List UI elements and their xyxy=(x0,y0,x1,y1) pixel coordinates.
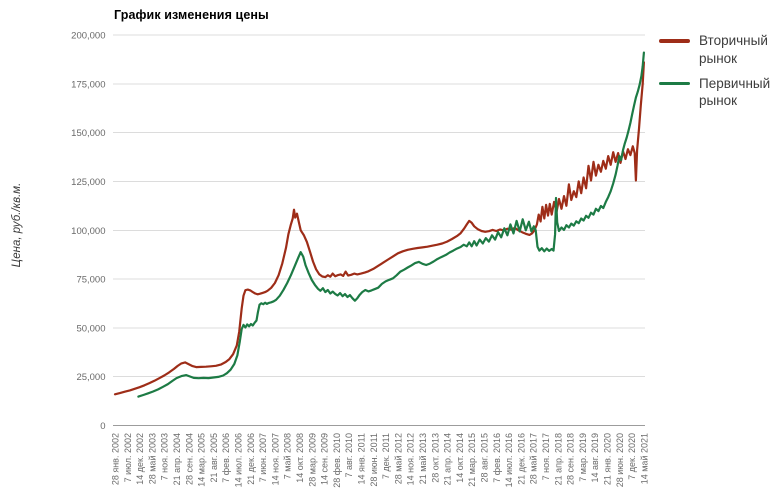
x-tick-label: 28 янв. 2002 xyxy=(111,433,121,485)
x-tick-label: 7 дек. 2011 xyxy=(381,433,391,479)
primary-market-line xyxy=(137,51,646,398)
x-tick-label: 21 апр. 2018 xyxy=(553,433,563,485)
y-tick-label: 150,000 xyxy=(71,128,105,139)
secondary-market-line xyxy=(113,61,646,396)
x-tick-label: 7 ноя. 2003 xyxy=(160,433,170,480)
x-tick-label: 7 фев. 2016 xyxy=(492,433,502,483)
x-tick-label: 7 мар. 2019 xyxy=(578,433,588,482)
x-tick-label: 14 мар. 2005 xyxy=(197,433,207,487)
y-tick-label: 125,000 xyxy=(71,177,105,188)
x-tick-label: 28 фев. 2010 xyxy=(332,433,342,488)
secondary-market-line-swatch xyxy=(659,39,690,43)
y-tick-label: 75,000 xyxy=(76,275,105,286)
legend-item-primary-market[interactable]: Первичный рынок xyxy=(659,75,780,111)
x-tick-label: 28 авг. 2015 xyxy=(480,433,490,483)
y-tick-label: 100,000 xyxy=(71,226,105,237)
x-tick-label: 7 авг. 2010 xyxy=(344,433,354,478)
x-tick-label: 14 дек. 2002 xyxy=(135,433,145,485)
x-tick-label: 21 апр. 2014 xyxy=(443,433,453,485)
x-tick-label: 28 май 2017 xyxy=(529,433,539,484)
x-tick-label: 21 дек. 2016 xyxy=(516,433,526,485)
x-tick-label: 21 дек. 2006 xyxy=(246,433,256,485)
x-tick-label: 28 окт. 2013 xyxy=(430,433,440,483)
x-tick-label: 14 ноя. 2012 xyxy=(406,433,416,485)
x-tick-label: 14 янв. 2011 xyxy=(357,433,367,485)
x-tick-label: 14 ноя. 2007 xyxy=(270,433,280,485)
x-tick-label: 21 май 2013 xyxy=(418,433,428,484)
y-tick-label: 200,000 xyxy=(71,31,105,42)
x-tick-label: 28 май 2003 xyxy=(147,433,157,484)
primary-market-line-swatch xyxy=(659,81,690,86)
x-tick-label: 28 мар. 2009 xyxy=(307,433,317,487)
y-axis-title: Цена, руб./кв.м. xyxy=(11,182,23,268)
y-tick-label: 25,000 xyxy=(76,372,105,383)
y-tick-label: 50,000 xyxy=(76,323,105,334)
legend: Вторичный рынок Первичный рынок xyxy=(659,32,780,110)
x-tick-label: 7 июн. 2007 xyxy=(258,433,268,482)
x-tick-label: 14 авг. 2019 xyxy=(590,433,600,483)
y-tick-label: 0 xyxy=(100,421,105,432)
legend-label-primary-market: Первичный рынок xyxy=(699,75,771,109)
x-tick-label: 7 ноя. 2017 xyxy=(541,433,551,480)
x-tick-label: 21 авг. 2005 xyxy=(209,433,219,483)
x-tick-label: 7 фев. 2006 xyxy=(221,433,231,483)
x-tick-label: 14 май 2021 xyxy=(639,433,649,484)
x-tick-label: 21 янв. 2020 xyxy=(603,433,613,485)
x-tick-label: 14 окт. 2014 xyxy=(455,433,465,483)
y-tick-label: 175,000 xyxy=(71,79,105,90)
x-tick-label: 28 сен. 2018 xyxy=(566,433,576,485)
x-tick-label: 7 май 2008 xyxy=(283,433,293,479)
x-tick-label: 14 июл. 2006 xyxy=(234,433,244,487)
x-tick-label: 28 май 2012 xyxy=(393,433,403,484)
x-tick-label: 14 сен. 2009 xyxy=(320,433,330,485)
x-tick-label: 7 июл. 2002 xyxy=(123,433,133,482)
x-tick-label: 21 апр. 2004 xyxy=(172,433,182,485)
x-tick-label: 28 июн. 2011 xyxy=(369,433,379,487)
x-tick-label: 14 окт. 2008 xyxy=(295,433,305,483)
legend-item-secondary-market[interactable]: Вторичный рынок xyxy=(659,32,780,68)
chart-title: График изменения цены xyxy=(114,8,269,22)
legend-label-secondary-market: Вторичный рынок xyxy=(699,33,768,66)
x-tick-label: 21 мар. 2015 xyxy=(467,433,477,487)
x-tick-label: 7 дек. 2020 xyxy=(627,433,637,480)
x-tick-label: 28 сен. 2004 xyxy=(184,433,194,485)
x-tick-label: 28 июн. 2020 xyxy=(615,433,625,487)
x-tick-label: 14 июл. 2016 xyxy=(504,433,514,487)
